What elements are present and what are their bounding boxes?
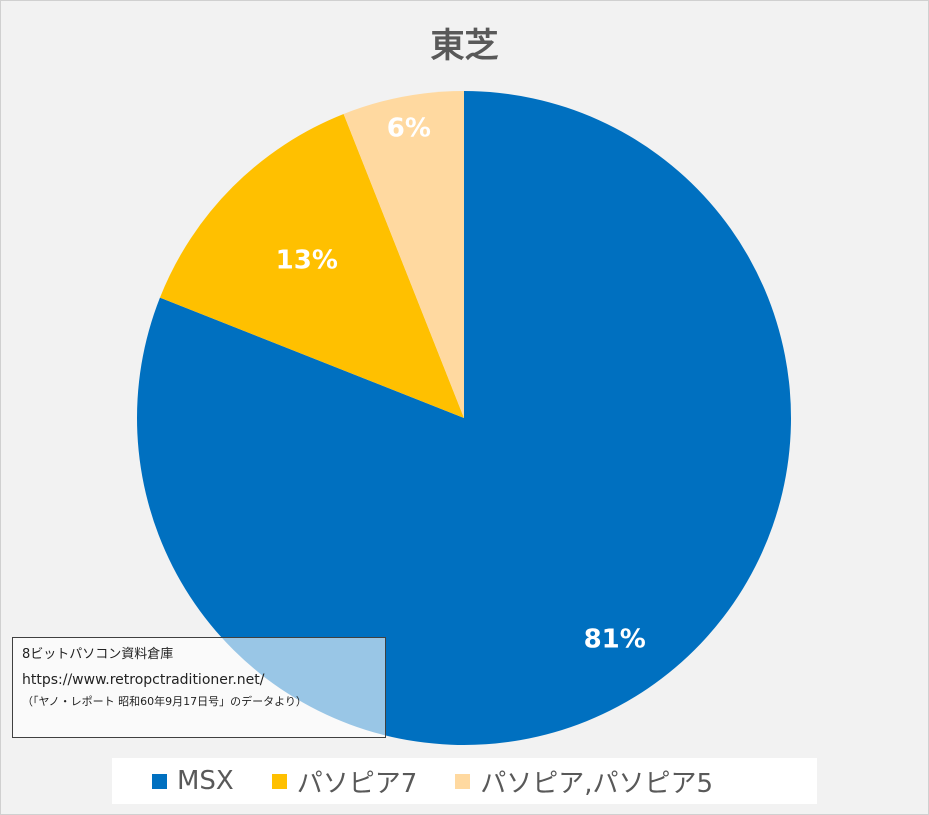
legend-swatch-pasopia-pasopia5 — [455, 773, 471, 789]
legend-item-pasopia7: パソピア7 — [271, 763, 418, 800]
source-note-box: 8ビットパソコン資料倉庫 https://www.retropctraditio… — [12, 637, 386, 738]
legend-label-pasopia7: パソピア7 — [296, 768, 418, 799]
data-label-msx: 81% — [584, 624, 646, 654]
legend-item-msx: MSX — [152, 766, 234, 796]
legend-item-pasopia-pasopia5: パソピア,パソピア5 — [455, 763, 713, 800]
source-line-url[interactable]: https://www.retropctraditioner.net/ — [22, 672, 265, 688]
slice-msx — [137, 91, 792, 746]
source-line-site: 8ビットパソコン資料倉庫 — [22, 647, 174, 662]
slice-pasopia7 — [159, 113, 465, 419]
data-label-pasopia7: 13% — [276, 245, 338, 275]
slice-pasopia-pasopia5 — [343, 91, 464, 418]
chart-title: 東芝 — [430, 26, 499, 66]
legend: MSX パソピア7 パソピア,パソピア5 — [112, 758, 817, 804]
source-line-citation: （「ヤノ・レポート 昭和60年9月17日号」のデータより） — [22, 695, 307, 708]
legend-label-pasopia-pasopia5: パソピア,パソピア5 — [480, 768, 714, 799]
legend-label-msx: MSX — [177, 766, 234, 796]
legend-swatch-msx — [152, 773, 167, 789]
legend-swatch-pasopia7 — [271, 773, 287, 789]
data-label-pasopia-pasopia5: 6% — [387, 113, 431, 143]
